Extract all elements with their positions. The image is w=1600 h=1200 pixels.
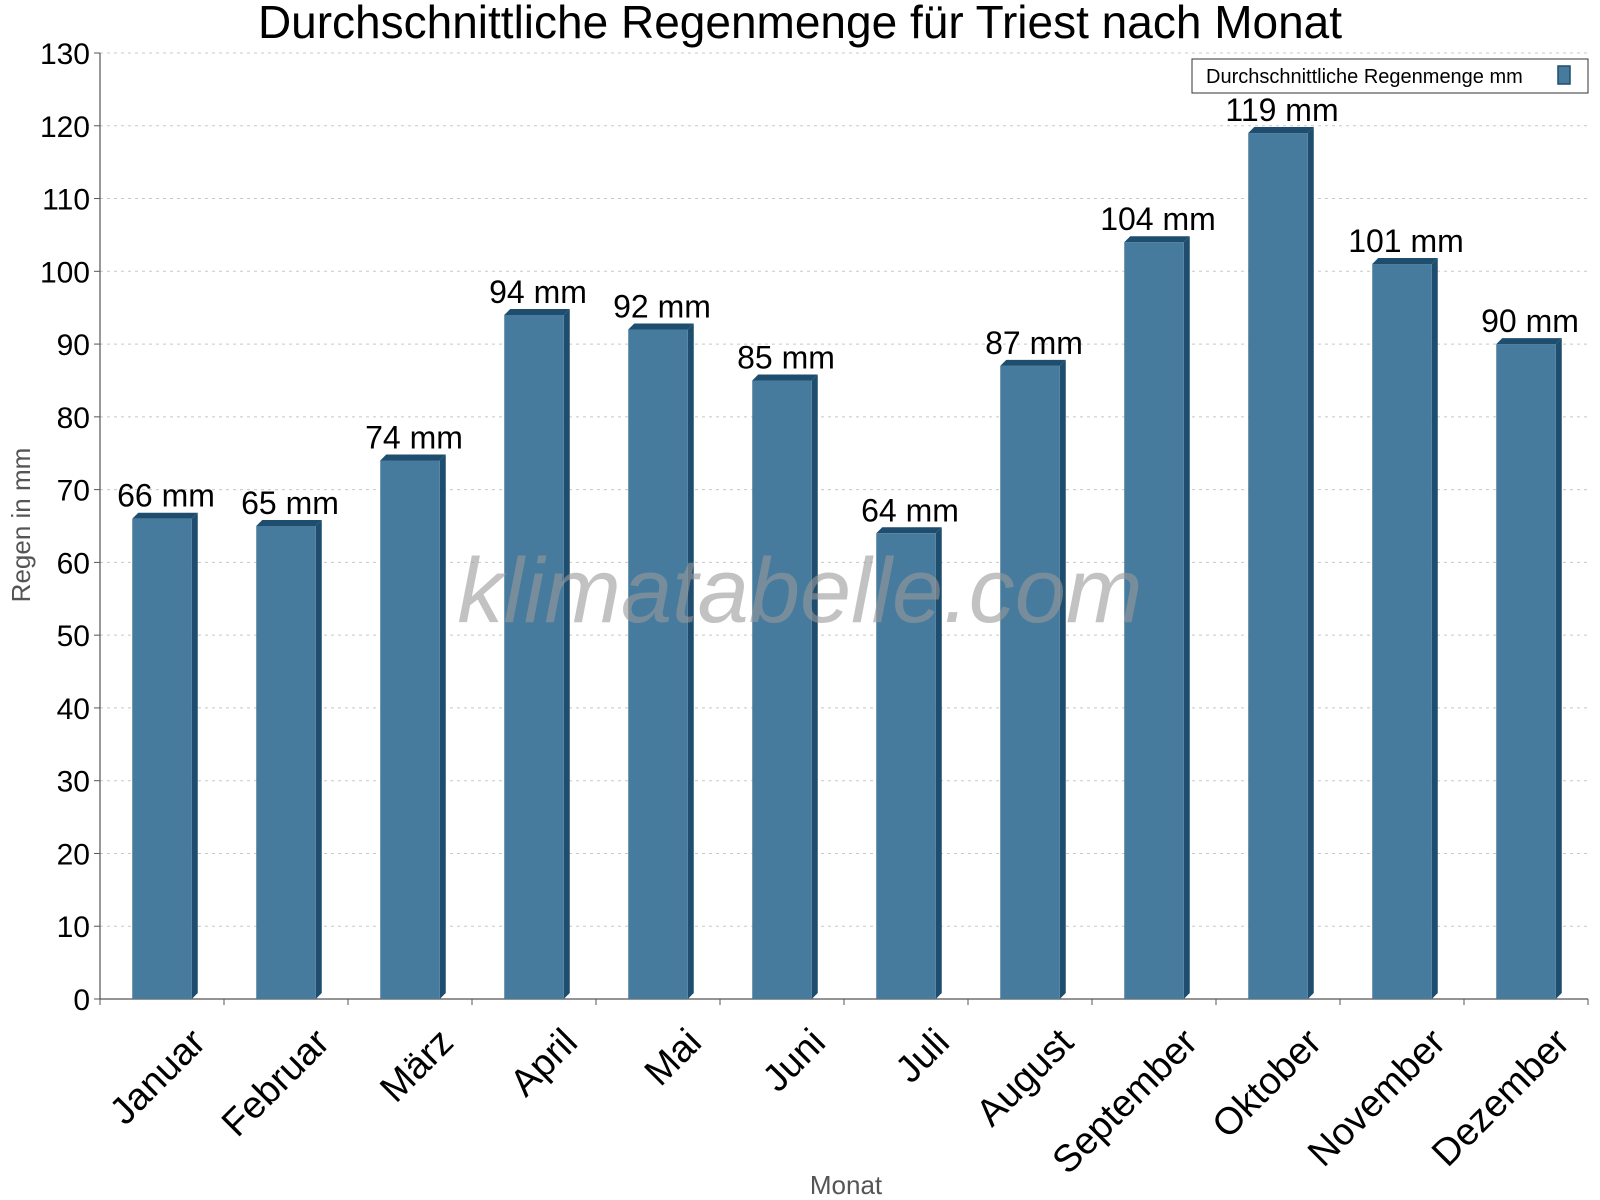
bar-top: [628, 323, 694, 330]
data-labels: 66 mm 65 mm 74 mm 94 mm 92 mm 85 mm 64 mm 87 mm…: [117, 92, 1579, 528]
bar-side: [1555, 338, 1562, 1000]
bar-side: [1059, 359, 1066, 999]
data-label: 90 mm: [1481, 303, 1579, 339]
bar: [876, 533, 936, 999]
bar-side: [439, 454, 446, 999]
bar: [504, 314, 564, 999]
x-tick-label: Juli: [888, 1021, 958, 1091]
y-tick-label: 130: [40, 38, 90, 71]
bar-top: [1372, 258, 1438, 265]
data-label: 74 mm: [365, 420, 463, 456]
bar: [132, 518, 192, 999]
x-tick-label: Mai: [637, 1021, 710, 1094]
bar-top: [1124, 236, 1190, 243]
bar: [752, 380, 812, 999]
watermark: klimatabelle.com: [457, 540, 1142, 642]
bar-top: [132, 512, 198, 519]
bar-side: [687, 323, 694, 999]
x-tick-label: März: [372, 1021, 461, 1110]
bar: [380, 460, 440, 999]
y-tick-label: 90: [57, 329, 90, 362]
data-label: 64 mm: [861, 492, 959, 528]
y-tick-label: 80: [57, 402, 90, 435]
data-label: 66 mm: [117, 478, 215, 514]
bar: [1124, 242, 1184, 999]
bar-top: [752, 374, 818, 381]
x-tick-label: Oktober: [1205, 1021, 1331, 1147]
bar-side: [1183, 236, 1190, 999]
legend-swatch: [1557, 65, 1571, 85]
y-tick-label: 50: [57, 620, 90, 653]
data-label: 104 mm: [1100, 201, 1216, 237]
bar: [1248, 133, 1308, 1000]
bar-top: [504, 308, 570, 315]
bar-top: [876, 527, 942, 534]
y-tick-label: 70: [57, 475, 90, 508]
bar-side: [1307, 127, 1314, 1000]
bar: [1496, 344, 1556, 1000]
x-axis-label: Monat: [810, 1170, 883, 1200]
y-tick-label: 60: [57, 547, 90, 580]
bars: [132, 127, 1562, 1000]
bar-side: [563, 308, 570, 999]
bar: [1372, 264, 1432, 999]
y-tick-label: 20: [57, 838, 90, 871]
data-label: 85 mm: [737, 339, 835, 375]
bar: [1000, 365, 1060, 999]
data-label: 87 mm: [985, 325, 1083, 361]
bar: [256, 526, 316, 999]
y-tick-label: 110: [42, 184, 90, 217]
legend-label: Durchschnittliche Regenmenge mm: [1206, 66, 1523, 88]
data-label: 101 mm: [1348, 223, 1464, 259]
y-tick-label: 30: [57, 766, 90, 799]
bar: [628, 329, 688, 999]
bar-side: [191, 512, 198, 999]
y-tick-label: 10: [57, 911, 90, 944]
bar-side: [811, 374, 818, 999]
bar-side: [935, 527, 942, 999]
bar-top: [1496, 338, 1562, 345]
legend: Durchschnittliche Regenmenge mm: [1191, 58, 1589, 94]
x-tick-label: Januar: [102, 1021, 214, 1133]
x-tick-label: April: [502, 1021, 585, 1104]
bar-top: [1248, 127, 1314, 134]
bar-side: [1431, 258, 1438, 999]
grid-lines: [100, 52, 1588, 927]
chart-title: Durchschnittliche Regenmenge für Triest …: [258, 0, 1342, 48]
x-tick-label: Dezember: [1424, 1021, 1578, 1175]
y-tick-label: 120: [40, 111, 90, 144]
data-label: 65 mm: [241, 485, 339, 521]
y-tick-label: 100: [40, 256, 90, 289]
bar-top: [256, 520, 322, 526]
bar-side: [315, 520, 322, 999]
data-label: 94 mm: [489, 274, 587, 310]
y-tick-label: 0: [73, 984, 90, 1017]
y-tick-label: 40: [57, 693, 90, 726]
y-axis-label: Regen in mm: [6, 448, 36, 603]
data-label: 119 mm: [1225, 92, 1338, 128]
legend-box: [1191, 58, 1589, 94]
x-tick-label: Februar: [214, 1021, 338, 1145]
x-tick-label: August: [969, 1021, 1083, 1135]
bar-top: [1000, 359, 1066, 366]
bar-top: [380, 454, 446, 461]
data-label: 92 mm: [613, 289, 711, 325]
x-tick-label: Juni: [755, 1021, 834, 1100]
